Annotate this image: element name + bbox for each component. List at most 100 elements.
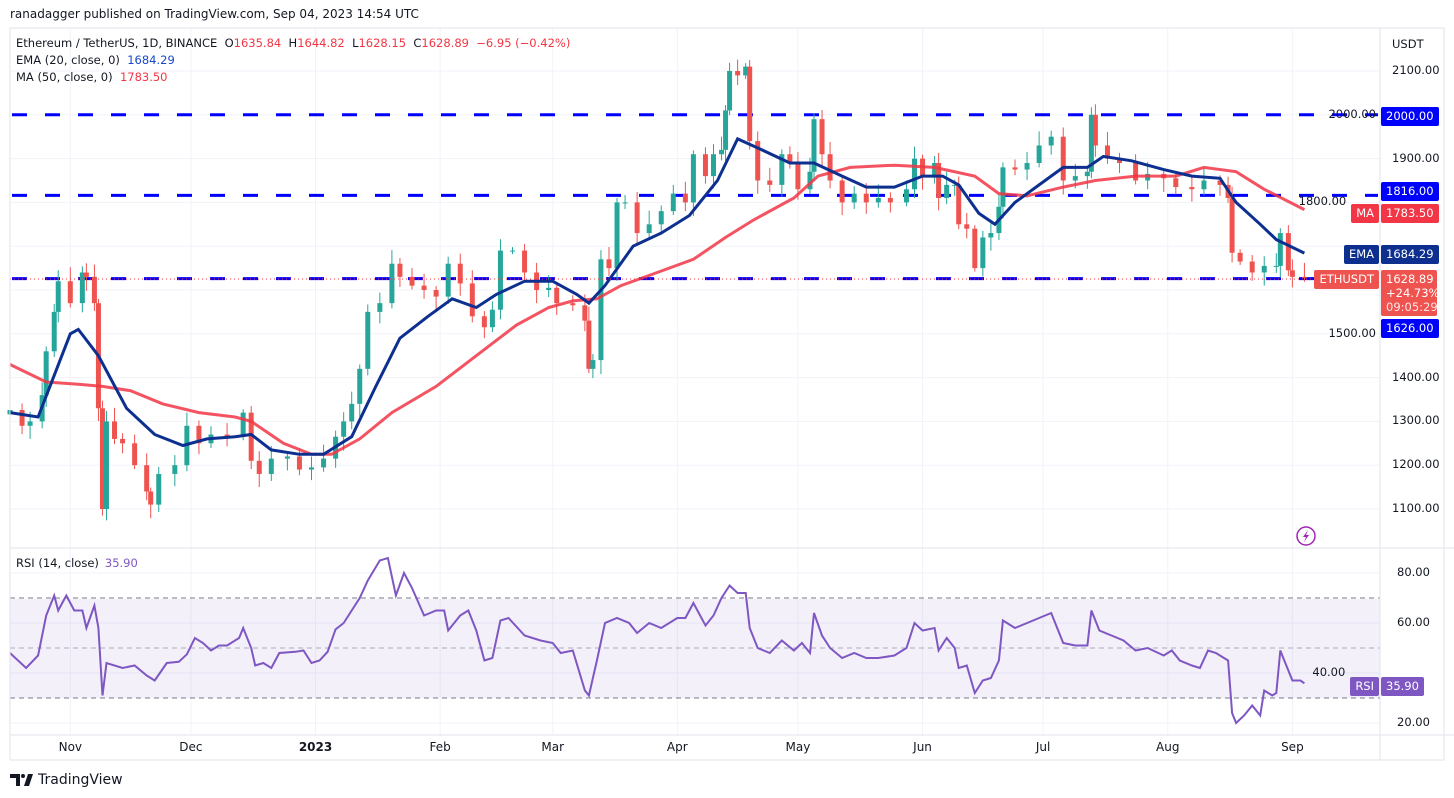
candle-body <box>1237 252 1243 262</box>
candle <box>156 466 162 513</box>
candle-body <box>389 263 395 304</box>
candle-body <box>296 456 302 470</box>
close-label: C <box>413 36 422 50</box>
candle-body <box>409 276 415 286</box>
candle <box>1133 154 1139 185</box>
time-tick-label: Dec <box>179 740 203 754</box>
candle-body <box>120 438 126 444</box>
candle <box>606 247 612 276</box>
candle-body <box>1088 114 1094 172</box>
candle <box>912 146 917 199</box>
candle <box>469 270 475 323</box>
candle <box>646 210 652 239</box>
last-change: +24.73% <box>1386 286 1440 300</box>
candle-body <box>634 202 640 234</box>
candle <box>711 144 716 189</box>
candle <box>887 192 893 213</box>
candle-body <box>570 303 576 306</box>
candle-body <box>1277 233 1283 266</box>
time-tick-label: May <box>785 740 811 754</box>
candle-body <box>851 193 857 203</box>
ma-legend[interactable]: MA (50, close, 0) 1783.50 <box>16 69 570 86</box>
open-value: 1635.84 <box>233 36 282 50</box>
candle <box>91 264 97 312</box>
candle-body <box>646 224 652 234</box>
candle <box>690 150 696 216</box>
candle-body <box>590 360 596 369</box>
candle-body <box>1060 136 1066 181</box>
candle-body <box>481 316 487 328</box>
candle <box>421 273 427 299</box>
candle-body <box>341 421 347 437</box>
candle <box>1261 256 1267 286</box>
ma50-line <box>9 163 1306 456</box>
ma-label: MA (50, close, 0) <box>16 70 113 84</box>
candle <box>1012 159 1018 176</box>
candle-body <box>1229 198 1235 253</box>
candle <box>1048 130 1054 155</box>
tradingview-logo[interactable]: TradingView <box>10 772 123 788</box>
candle-body <box>397 263 403 277</box>
symbol-title[interactable]: Ethereum / TetherUS, 1D, BINANCE <box>16 36 218 50</box>
candle <box>1301 262 1307 282</box>
candle-body <box>586 320 592 369</box>
candle <box>112 407 118 445</box>
candle <box>1229 186 1235 263</box>
candle-body <box>1285 233 1291 271</box>
candle <box>1273 253 1279 273</box>
symbol-legend: Ethereum / TetherUS, 1D, BINANCE O1635.8… <box>16 35 570 86</box>
candle-body <box>614 202 620 269</box>
candle-body <box>912 158 917 190</box>
high-label: H <box>288 36 298 50</box>
candle-body <box>875 198 881 203</box>
rsi-value-tag: 35.90 <box>1381 677 1424 696</box>
candle <box>634 191 640 245</box>
candle <box>148 487 154 519</box>
candle <box>341 412 347 451</box>
candle <box>457 253 463 296</box>
candle <box>83 263 89 291</box>
price-tick-label: 1200.00 <box>1392 457 1440 472</box>
candle-body <box>1201 180 1207 190</box>
candle <box>224 423 230 447</box>
low-value: 1628.15 <box>358 36 407 50</box>
high-value: 1644.82 <box>297 36 345 50</box>
candle <box>144 453 150 501</box>
candle <box>433 286 439 311</box>
candle-body <box>43 351 49 396</box>
candle <box>1201 167 1207 196</box>
candle <box>590 353 596 379</box>
candle-body <box>747 66 753 142</box>
candle-body <box>1289 270 1295 277</box>
level-1626-tag: 1626.00 <box>1381 319 1439 338</box>
candle-body <box>172 465 178 474</box>
candle-body <box>240 412 246 437</box>
candle <box>445 256 451 305</box>
candle-body <box>457 263 463 284</box>
time-tick-label: Sep <box>1281 740 1304 754</box>
candle <box>67 267 73 308</box>
time-tick-label: Apr <box>666 740 688 754</box>
change-value: −6.95 (−0.42%) <box>476 36 571 50</box>
level-1816-tag: 1816.00 <box>1381 182 1439 201</box>
candle <box>920 154 926 190</box>
ema-legend[interactable]: EMA (20, close, 0) 1684.29 <box>16 52 570 69</box>
candle <box>851 186 857 209</box>
candle-body <box>980 237 986 269</box>
candle-body <box>112 421 118 439</box>
candle <box>972 225 978 272</box>
candle-body <box>79 272 85 304</box>
candle <box>702 147 708 184</box>
candle-body <box>670 193 676 212</box>
rsi-legend[interactable]: RSI (14, close) 35.90 <box>16 556 138 570</box>
candle-body <box>445 263 451 297</box>
candle <box>256 451 262 488</box>
lightning-icon[interactable] <box>1296 526 1316 546</box>
candle <box>980 230 986 277</box>
candle <box>510 247 515 255</box>
rsi-tick-label: 20.00 <box>1397 715 1430 729</box>
currency-label[interactable]: USDT <box>1392 37 1424 51</box>
candle <box>682 181 688 212</box>
candle-body <box>964 224 970 229</box>
